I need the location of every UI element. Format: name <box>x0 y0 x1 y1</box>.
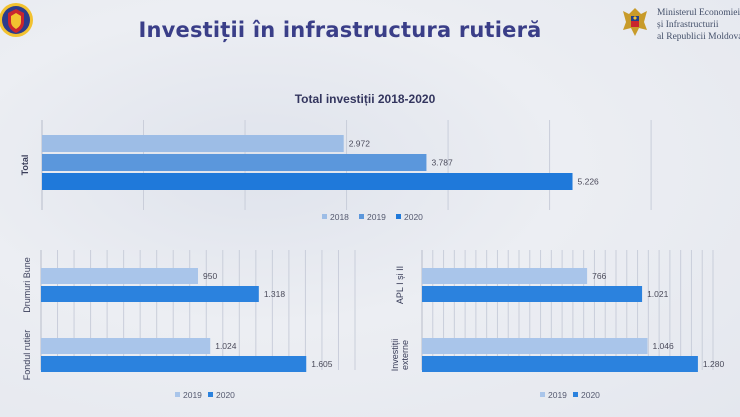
legend-swatch-2020 <box>396 214 401 219</box>
legend-swatch-2019 <box>175 392 180 397</box>
legend-label-2020: 2020 <box>581 390 600 400</box>
ministry-name: Ministerul Economiei și Infrastructurii … <box>657 7 740 43</box>
bar-2020 <box>422 286 643 302</box>
bar-2019 <box>41 338 211 354</box>
data-label-2020: 1.021 <box>647 289 669 299</box>
bar-2019 <box>41 268 198 284</box>
legend-label-2018: 2018 <box>330 212 349 222</box>
bar-2020 <box>42 173 573 190</box>
legend-label-2020: 2020 <box>216 390 235 400</box>
category-label: APL I și II <box>395 266 405 304</box>
data-label-2019: 766 <box>592 271 606 281</box>
legend-swatch-2019 <box>540 392 545 397</box>
bar-2018 <box>42 135 344 152</box>
data-label-2019: 1.046 <box>652 341 674 351</box>
bar-2019 <box>422 338 648 354</box>
bar-2020 <box>422 356 698 372</box>
ministry-line: al Republicii Moldova <box>657 32 740 42</box>
data-label-2020: 1.605 <box>311 359 333 369</box>
data-label-2019: 3.787 <box>431 158 453 168</box>
legend-swatch-2020 <box>573 392 578 397</box>
category-label: Drumuri Bune <box>22 257 32 313</box>
category-label: Investiții <box>390 339 400 372</box>
roads-funds-chart: 950 1.318 Drumuri Bune 1.024 1.605 Fondul rut… <box>22 250 356 400</box>
data-label-2019: 950 <box>203 271 217 281</box>
moldova-police-emblem-icon <box>0 3 33 37</box>
total-investment-chart: 2.972 3.787 5.226 Total 2018 2019 2020 <box>20 120 652 222</box>
legend-label-2019: 2019 <box>183 390 202 400</box>
chart-title: Total investiții 2018-2020 <box>294 92 436 106</box>
data-label-2020: 1.280 <box>703 359 725 369</box>
apl-external-chart: 766 1.021 APL I și II 1.046 1.280 Investiții e… <box>390 250 725 400</box>
ministry-line: și Infrastructurii <box>657 20 719 30</box>
bar-2020 <box>41 356 307 372</box>
legend-label-2020: 2020 <box>404 212 423 222</box>
slide-title: Investiții în infrastructura rutieră <box>138 18 542 42</box>
category-label-total: Total <box>20 155 30 176</box>
ministry-line: Ministerul Economiei <box>657 8 740 18</box>
bar-2019 <box>422 268 588 284</box>
data-label-2019: 1.024 <box>215 341 237 351</box>
data-label-2020: 5.226 <box>578 177 600 187</box>
data-label-2020: 1.318 <box>264 289 286 299</box>
moldova-coat-of-arms-icon <box>623 8 647 36</box>
legend-swatch-2019 <box>359 214 364 219</box>
legend-label-2019: 2019 <box>367 212 386 222</box>
category-label: Fondul rutier <box>22 330 32 381</box>
bar-2019 <box>42 154 427 171</box>
bar-2020 <box>41 286 259 302</box>
legend-swatch-2018 <box>322 214 327 219</box>
legend-swatch-2020 <box>208 392 213 397</box>
category-label: externe <box>400 340 410 370</box>
legend-label-2019: 2019 <box>548 390 567 400</box>
data-label-2018: 2.972 <box>349 139 371 149</box>
